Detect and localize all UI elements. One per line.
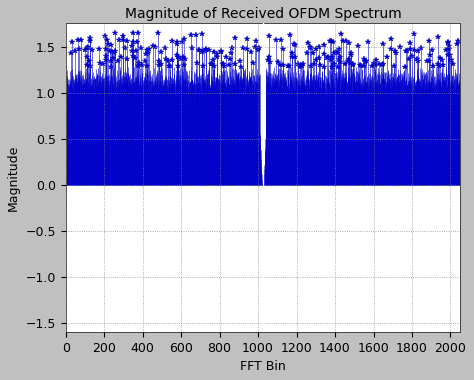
Title: Magnitude of Received OFDM Spectrum: Magnitude of Received OFDM Spectrum [125,7,401,21]
Y-axis label: Magnitude: Magnitude [7,144,20,211]
X-axis label: FFT Bin: FFT Bin [240,360,286,373]
